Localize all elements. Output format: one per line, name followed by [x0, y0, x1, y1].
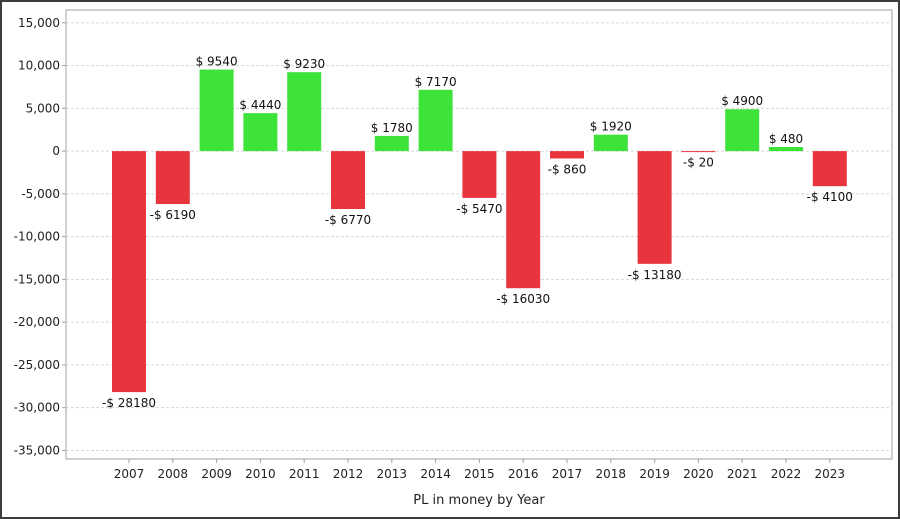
y-tick-label: 10,000	[18, 59, 60, 73]
y-tick-label: 15,000	[18, 16, 60, 30]
x-axis-title: PL in money by Year	[413, 493, 545, 508]
bars	[112, 69, 847, 393]
x-tick-label-2018: 2018	[596, 467, 627, 481]
y-tick-label: -25,000	[14, 358, 60, 372]
data-label-2017: -$ 860	[548, 162, 587, 176]
data-label-2023: -$ 4100	[807, 190, 853, 204]
x-tick-label-2019: 2019	[639, 467, 670, 481]
x-tick-label-2016: 2016	[508, 467, 539, 481]
plot-area	[65, 9, 893, 460]
y-tick-label: 0	[52, 144, 60, 158]
x-tick-label-2011: 2011	[289, 467, 320, 481]
y-tick-label: -30,000	[14, 401, 60, 415]
x-tick-label-2021: 2021	[727, 467, 758, 481]
bar-2015	[462, 151, 497, 198]
x-tick-label-2012: 2012	[333, 467, 364, 481]
bar-2020	[681, 151, 716, 153]
y-tick-label: -20,000	[14, 315, 60, 329]
data-label-2008: -$ 6190	[150, 208, 196, 222]
bar-2011	[287, 72, 322, 152]
data-label-2007: -$ 28180	[102, 396, 156, 410]
bar-2014	[418, 89, 453, 152]
data-label-2021: $ 4900	[721, 94, 763, 108]
data-label-2012: -$ 6770	[325, 213, 371, 227]
x-tick-label-2017: 2017	[552, 467, 583, 481]
x-tick-label-2008: 2008	[158, 467, 189, 481]
data-label-2022: $ 480	[769, 132, 803, 146]
bar-2007	[112, 151, 146, 393]
data-label-2011: $ 9230	[283, 57, 325, 71]
y-tick-label: -35,000	[14, 443, 60, 457]
x-tick-label-2010: 2010	[245, 467, 276, 481]
data-label-2009: $ 9540	[196, 55, 238, 69]
x-tick-label-2020: 2020	[683, 467, 714, 481]
bar-2013	[374, 135, 409, 152]
data-label-2014: $ 7170	[415, 75, 457, 89]
x-tick-label-2023: 2023	[815, 467, 846, 481]
data-label-2010: $ 4440	[239, 98, 281, 112]
x-tick-label-2014: 2014	[420, 467, 451, 481]
x-tick-label-2022: 2022	[771, 467, 802, 481]
data-label-2013: $ 1780	[371, 121, 413, 135]
x-tick-label-2009: 2009	[201, 467, 232, 481]
bar-2008	[155, 151, 190, 205]
y-tick-label: -10,000	[14, 230, 60, 244]
bar-2009	[199, 69, 234, 152]
y-tick-label: -15,000	[14, 272, 60, 286]
data-label-2018: $ 1920	[590, 120, 632, 134]
x-tick-label-2013: 2013	[377, 467, 408, 481]
y-tick-label: 5,000	[26, 101, 60, 115]
bar-2016	[506, 151, 541, 289]
data-label-2015: -$ 5470	[456, 202, 502, 216]
bar-2012	[331, 151, 365, 210]
bar-2010	[243, 113, 278, 152]
y-tick-label: -5,000	[21, 187, 60, 201]
x-tick-label-2015: 2015	[464, 467, 495, 481]
bar-2023	[812, 151, 847, 187]
bar-2017	[550, 151, 584, 159]
bar-2019	[637, 151, 672, 264]
x-tick-label-2007: 2007	[114, 467, 145, 481]
value-labels: -$ 28180 -$ 6190 $ 9540 $ 4440 $ 9230 -$ 6770…	[102, 55, 853, 411]
data-label-2019: -$ 13180	[628, 268, 682, 282]
x-axis-ticks: 2007 2008 2009 2010 2011 2012 2013 2014 2015 2016…	[114, 459, 845, 481]
data-label-2020: -$ 20	[683, 155, 714, 169]
bar-2022	[769, 147, 803, 152]
bar-2018	[593, 134, 628, 152]
y-axis-ticks: 15,000 10,000 5,000 0 -5,000 -10,000 -15,000 -2…	[14, 16, 66, 457]
data-label-2016: -$ 16030	[496, 292, 550, 306]
bar-2021	[725, 109, 760, 152]
